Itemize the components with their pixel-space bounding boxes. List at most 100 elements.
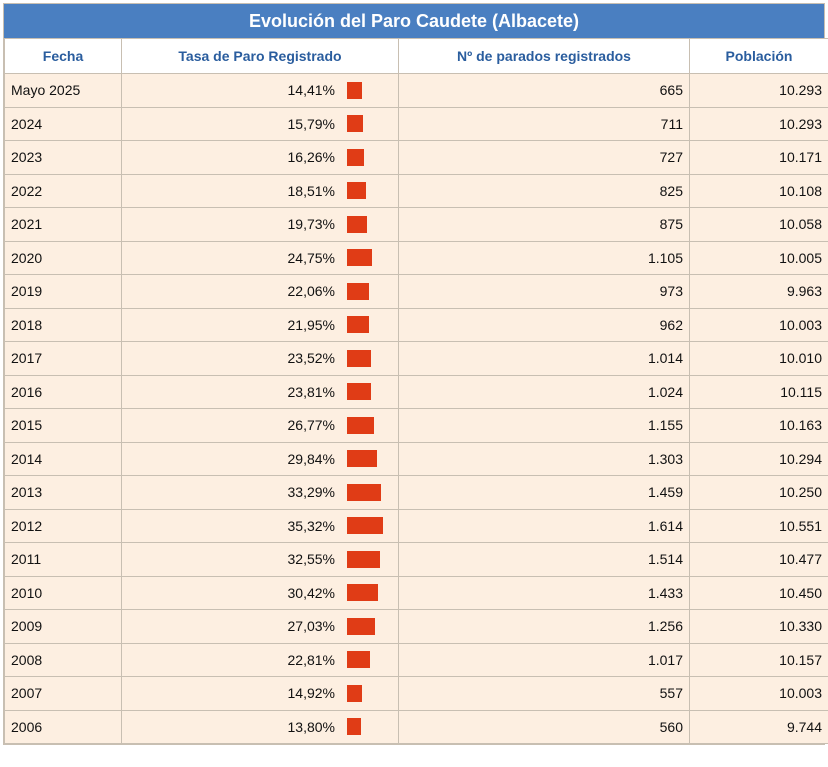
- table-row: 2016 23,81% 1.024 10.115: [4, 374, 828, 409]
- tasa-bar: [347, 316, 369, 334]
- table-row: 2011 32,55% 1.514 10.477: [4, 542, 828, 577]
- tasa-bar: [347, 416, 374, 434]
- tasa-value: 24,75%: [287, 249, 335, 266]
- cell-parados: 1.155: [398, 408, 690, 443]
- cell-poblacion: 10.477: [689, 542, 828, 577]
- cell-tasa: 14,92%: [121, 676, 399, 711]
- tasa-value: 14,41%: [287, 82, 335, 99]
- tasa-bar: [347, 718, 361, 736]
- cell-fecha: 2009: [4, 609, 122, 644]
- cell-poblacion: 10.003: [689, 676, 828, 711]
- cell-parados: 1.105: [398, 240, 690, 275]
- cell-fecha: 2017: [4, 341, 122, 376]
- cell-parados: 560: [398, 709, 690, 744]
- cell-poblacion: 9.744: [689, 709, 828, 744]
- cell-parados: 711: [398, 106, 690, 141]
- tasa-bar: [347, 617, 375, 635]
- cell-tasa: 26,77%: [121, 408, 399, 443]
- column-header-parados: Nº de parados registrados: [398, 38, 690, 74]
- table-row: 2020 24,75% 1.105 10.005: [4, 240, 828, 275]
- cell-fecha: 2018: [4, 307, 122, 342]
- tasa-bar: [347, 483, 381, 501]
- table-row: 2022 18,51% 825 10.108: [4, 173, 828, 208]
- cell-parados: 1.459: [398, 475, 690, 510]
- cell-poblacion: 10.115: [689, 374, 828, 409]
- cell-poblacion: 10.330: [689, 609, 828, 644]
- table-row: 2008 22,81% 1.017 10.157: [4, 642, 828, 677]
- cell-fecha: 2011: [4, 542, 122, 577]
- cell-parados: 1.017: [398, 642, 690, 677]
- cell-tasa: 15,79%: [121, 106, 399, 141]
- cell-tasa: 27,03%: [121, 609, 399, 644]
- cell-poblacion: 10.250: [689, 475, 828, 510]
- column-header-poblacion: Población: [689, 38, 828, 74]
- cell-parados: 1.433: [398, 575, 690, 610]
- cell-tasa: 22,06%: [121, 274, 399, 309]
- cell-parados: 1.303: [398, 441, 690, 476]
- cell-parados: 973: [398, 274, 690, 309]
- cell-tasa: 35,32%: [121, 508, 399, 543]
- column-header-tasa: Tasa de Paro Registrado: [121, 38, 399, 74]
- tasa-value: 26,77%: [287, 417, 335, 434]
- cell-tasa: 22,81%: [121, 642, 399, 677]
- cell-poblacion: 9.963: [689, 274, 828, 309]
- cell-poblacion: 10.157: [689, 642, 828, 677]
- cell-fecha: 2023: [4, 140, 122, 175]
- cell-fecha: 2024: [4, 106, 122, 141]
- cell-poblacion: 10.293: [689, 106, 828, 141]
- cell-fecha: 2007: [4, 676, 122, 711]
- cell-parados: 825: [398, 173, 690, 208]
- cell-parados: 1.024: [398, 374, 690, 409]
- cell-fecha: 2022: [4, 173, 122, 208]
- table-row: 2019 22,06% 973 9.963: [4, 274, 828, 309]
- tasa-value: 21,95%: [287, 316, 335, 333]
- tasa-value: 23,52%: [287, 350, 335, 367]
- tasa-bar: [347, 249, 372, 267]
- cell-parados: 875: [398, 207, 690, 242]
- tasa-bar: [347, 450, 377, 468]
- cell-parados: 727: [398, 140, 690, 175]
- cell-tasa: 18,51%: [121, 173, 399, 208]
- cell-tasa: 14,41%: [121, 73, 399, 108]
- cell-fecha: 2016: [4, 374, 122, 409]
- cell-fecha: 2013: [4, 475, 122, 510]
- tasa-value: 30,42%: [287, 584, 335, 601]
- tasa-value: 19,73%: [287, 216, 335, 233]
- cell-poblacion: 10.294: [689, 441, 828, 476]
- table-row: 2024 15,79% 711 10.293: [4, 106, 828, 141]
- cell-tasa: 13,80%: [121, 709, 399, 744]
- cell-poblacion: 10.450: [689, 575, 828, 610]
- cell-fecha: 2012: [4, 508, 122, 543]
- cell-tasa: 23,52%: [121, 341, 399, 376]
- cell-poblacion: 10.005: [689, 240, 828, 275]
- cell-tasa: 32,55%: [121, 542, 399, 577]
- cell-tasa: 21,95%: [121, 307, 399, 342]
- table-row: Mayo 2025 14,41% 665 10.293: [4, 73, 828, 108]
- cell-tasa: 24,75%: [121, 240, 399, 275]
- cell-fecha: 2006: [4, 709, 122, 744]
- table-header-row: Fecha Tasa de Paro Registrado Nº de para…: [4, 38, 828, 74]
- tasa-bar: [347, 684, 362, 702]
- tasa-value: 35,32%: [287, 517, 335, 534]
- cell-poblacion: 10.171: [689, 140, 828, 175]
- cell-tasa: 33,29%: [121, 475, 399, 510]
- tasa-value: 18,51%: [287, 182, 335, 199]
- cell-parados: 665: [398, 73, 690, 108]
- cell-poblacion: 10.003: [689, 307, 828, 342]
- tasa-value: 22,06%: [287, 283, 335, 300]
- cell-parados: 557: [398, 676, 690, 711]
- cell-fecha: 2019: [4, 274, 122, 309]
- cell-tasa: 16,26%: [121, 140, 399, 175]
- tasa-value: 27,03%: [287, 618, 335, 635]
- cell-fecha: 2015: [4, 408, 122, 443]
- table-body: Mayo 2025 14,41% 665 10.293 2024 15,79% 711 10.…: [4, 73, 828, 744]
- table-row: 2023 16,26% 727 10.171: [4, 140, 828, 175]
- tasa-bar: [347, 148, 364, 166]
- cell-fecha: 2014: [4, 441, 122, 476]
- tasa-bar: [347, 81, 362, 99]
- table-row: 2018 21,95% 962 10.003: [4, 307, 828, 342]
- tasa-value: 23,81%: [287, 383, 335, 400]
- cell-parados: 1.514: [398, 542, 690, 577]
- cell-poblacion: 10.108: [689, 173, 828, 208]
- table-row: 2015 26,77% 1.155 10.163: [4, 408, 828, 443]
